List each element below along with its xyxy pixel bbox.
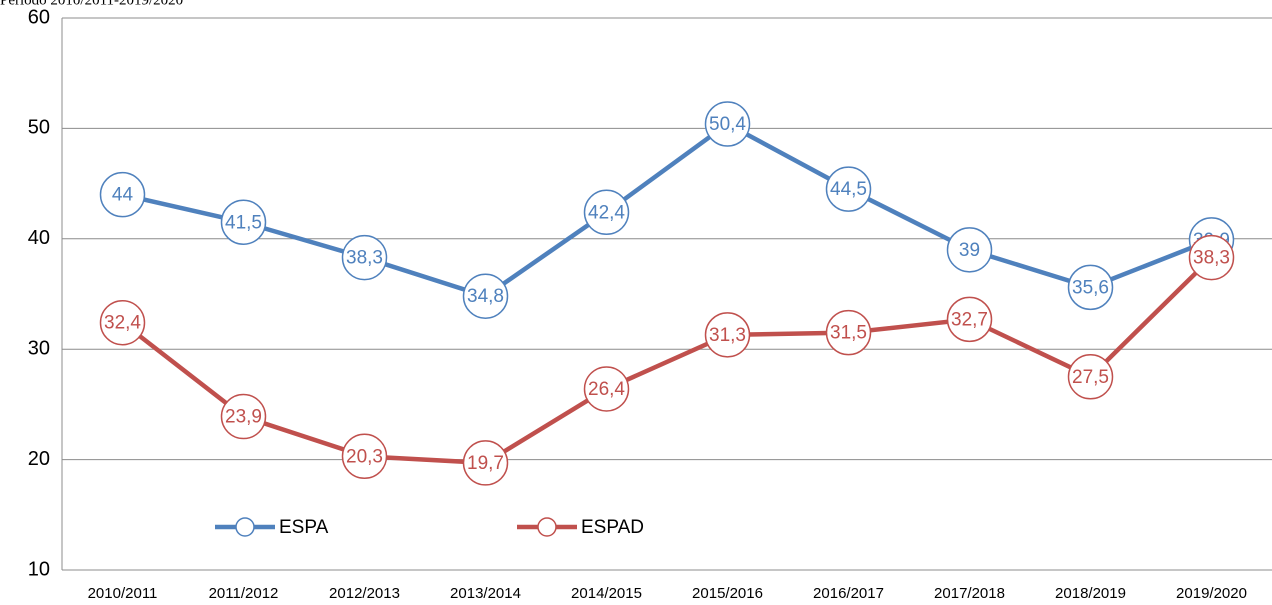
x-tick-label: 2011/2012 (209, 585, 279, 602)
marker (99, 299, 146, 346)
legend-label: ESPAD (581, 517, 644, 538)
value-label: 38,3 (1193, 248, 1230, 269)
legend-marker (235, 517, 255, 537)
marker (1188, 234, 1235, 281)
value-label: 41,5 (225, 212, 262, 233)
marker (946, 227, 993, 273)
value-label: 32,4 (104, 313, 141, 334)
value-label: 44,5 (830, 179, 867, 200)
marker (583, 189, 630, 236)
x-tick-label: 2019/2020 (1176, 585, 1247, 602)
marker (704, 312, 751, 358)
y-tick-label: 50 (28, 117, 50, 139)
y-tick-label: 20 (28, 448, 50, 470)
value-label: 19,7 (467, 453, 504, 474)
y-tick-label: 40 (28, 227, 50, 249)
marker (220, 199, 267, 245)
marker (99, 171, 146, 218)
marker (583, 366, 630, 412)
x-tick-label: 2017/2018 (934, 585, 1005, 602)
value-label: 39 (959, 240, 980, 261)
marker (341, 433, 388, 480)
marker (462, 440, 509, 486)
x-tick-label: 2018/2019 (1055, 585, 1126, 602)
legend-label: ESPA (279, 517, 329, 538)
value-label: 20,3 (346, 446, 383, 467)
marker (825, 309, 872, 356)
value-label: 26,4 (588, 379, 625, 400)
x-tick-label: 2015/2016 (692, 585, 763, 602)
value-label: 27,5 (1072, 367, 1109, 388)
legend-marker (537, 517, 557, 537)
y-tick-label: 10 (28, 558, 50, 580)
y-tick-label: 60 (28, 6, 50, 28)
value-label: 44 (112, 185, 134, 206)
marker (946, 296, 993, 343)
series-line (121, 255, 1214, 466)
x-tick-label: 2010/2011 (88, 585, 158, 602)
marker (1067, 264, 1114, 311)
series-line (121, 121, 1213, 299)
marker (462, 273, 509, 319)
x-tick-label: 2014/2015 (571, 585, 642, 602)
value-label: 34,8 (467, 286, 504, 307)
x-tick-label: 2012/2013 (329, 585, 400, 602)
value-label: 38,3 (346, 248, 383, 269)
x-tick-label: 2016/2017 (813, 585, 884, 602)
marker (825, 166, 872, 212)
value-label: 31,3 (709, 325, 746, 346)
marker (341, 234, 388, 281)
marker (704, 101, 751, 147)
value-label: 42,4 (588, 202, 625, 223)
value-label: 50,4 (709, 114, 746, 135)
value-label: 31,5 (830, 323, 867, 344)
marker (220, 393, 267, 440)
chart-title: Período 2010/2011-2019/2020 (0, 0, 183, 8)
value-label: 35,6 (1072, 277, 1109, 298)
value-label: 23,9 (225, 407, 262, 428)
x-tick-label: 2013/2014 (450, 585, 521, 602)
value-label: 32,7 (951, 309, 988, 330)
y-tick-label: 30 (28, 337, 50, 359)
marker (1067, 354, 1114, 400)
